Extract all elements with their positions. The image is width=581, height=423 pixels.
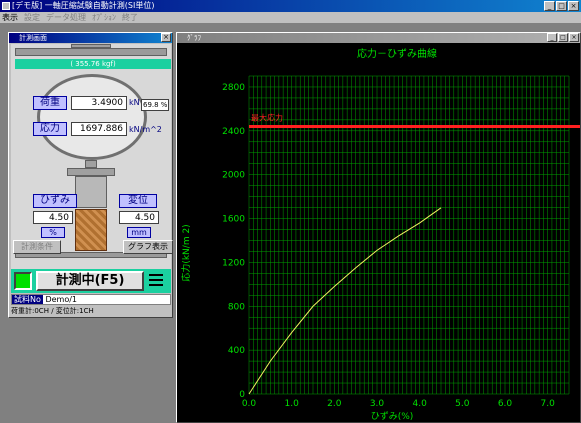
stress-label: 応力 — [33, 122, 67, 136]
sample-number-label: 試料No — [12, 295, 43, 304]
measure-window: 計測画面 × ( 355.76 kgf) 荷重 3.4900 kN 69.8 %… — [8, 32, 173, 318]
minimize-button[interactable]: _ — [544, 1, 555, 11]
y-tick-label: 2800 — [222, 83, 245, 93]
graph-minimize-button[interactable]: _ — [547, 33, 557, 42]
close-button[interactable]: × — [568, 1, 579, 11]
x-tick-label: 6.0 — [498, 399, 513, 409]
soil-specimen — [75, 209, 107, 251]
graph-window-title: ｸﾞﾗﾌ — [187, 34, 201, 42]
strain-value: 4.50 — [33, 211, 73, 224]
stress-strain-chart: 応力－ひずみ曲線 応力(kN/m 2) ひずみ(%) 0 400 800 1200 16… — [180, 47, 580, 422]
testing-machine-diagram: ( 355.76 kgf) 荷重 3.4900 kN 69.8 % 応力 169… — [11, 44, 173, 269]
app-window-buttons: _ □ × — [544, 1, 579, 11]
app-titlebar: [デモ版] 一軸圧縮試験自動計測(SI単位) _ □ × — [0, 0, 581, 12]
stress-unit: kN/m^2 — [129, 125, 162, 134]
displacement-unit: mm — [127, 227, 151, 238]
menu-item-data[interactable]: データ処理 — [46, 13, 86, 22]
menu-item-view[interactable]: 表示 — [2, 13, 18, 22]
menu-bar: 表示 設定 データ処理 ｵﾌﾟｼｮﾝ 終了 — [0, 12, 581, 23]
x-tick-label: 3.0 — [370, 399, 385, 409]
ring-bottom-rod — [85, 160, 97, 168]
strain-unit: % — [41, 227, 65, 238]
menu-item-settings[interactable]: 設定 — [24, 13, 40, 22]
y-tick-label: 2400 — [222, 127, 245, 137]
plot-area: 0 400 800 1200 1600 2000 2400 2800 0.0 1.0 2.0 3.0 4… — [222, 75, 580, 409]
crosshead-top — [15, 48, 167, 56]
load-label: 荷重 — [33, 96, 67, 110]
y-tick-label: 400 — [228, 346, 245, 356]
stress-value: 1697.886 — [71, 122, 127, 136]
hamburger-menu-icon[interactable] — [149, 274, 163, 288]
y-tick-label: 2000 — [222, 171, 245, 181]
maximize-button[interactable]: □ — [556, 1, 567, 11]
displacement-value: 4.50 — [119, 211, 159, 224]
chart-y-axis-label: 応力(kN/m 2) — [180, 224, 192, 281]
load-value: 3.4900 — [71, 96, 127, 110]
y-tick-label: 1200 — [222, 258, 245, 268]
y-tick-label: 1600 — [222, 215, 245, 225]
chart-x-axis-label: ひずみ(%) — [371, 411, 414, 422]
graph-display-button[interactable]: グラフ表示 — [123, 240, 173, 254]
measure-window-caption: 計測画面 × — [9, 33, 172, 43]
menu-item-exit[interactable]: 終了 — [122, 13, 138, 22]
measure-window-title: 計測画面 — [19, 34, 47, 42]
measure-conditions-button[interactable]: 計測条件 — [13, 240, 61, 254]
menu-item-options[interactable]: ｵﾌﾟｼｮﾝ — [92, 13, 116, 22]
chart-title: 応力－ひずみ曲線 — [357, 47, 437, 60]
load-kgf-banner: ( 355.76 kgf) — [15, 59, 171, 69]
control-bar: 計測中(F5) — [11, 269, 171, 293]
base-plate — [15, 252, 167, 258]
load-ring — [37, 74, 147, 160]
strain-label: ひずみ — [33, 194, 77, 208]
app-title: [デモ版] 一軸圧縮試験自動計測(SI単位) — [12, 1, 155, 10]
sample-number-row: 試料No Demo/1 — [11, 294, 171, 305]
stress-strain-curve — [248, 207, 442, 395]
load-unit: kN — [129, 98, 140, 107]
x-tick-label: 7.0 — [541, 399, 556, 409]
load-percent: 69.8 % — [141, 99, 170, 111]
measure-window-close-button[interactable]: × — [161, 33, 171, 42]
sample-number-value: Demo/1 — [45, 295, 77, 304]
loading-piston — [75, 176, 107, 208]
graph-maximize-button[interactable]: □ — [558, 33, 568, 42]
top-rod — [71, 44, 111, 48]
x-tick-label: 4.0 — [413, 399, 428, 409]
graph-window-caption: ｸﾞﾗﾌ _ □ × — [177, 33, 580, 43]
channel-info: 荷重計:0CH / 変位計:1CH — [11, 306, 171, 316]
x-tick-label: 1.0 — [285, 399, 300, 409]
y-tick-label: 800 — [228, 302, 245, 312]
graph-close-button[interactable]: × — [569, 33, 579, 42]
platen-top — [67, 168, 115, 176]
max-stress-label: 最大応力 — [251, 112, 283, 122]
y-tick-label: 0 — [239, 390, 245, 400]
status-indicator — [14, 272, 32, 290]
measuring-f5-button[interactable]: 計測中(F5) — [36, 271, 144, 291]
displacement-label: 変位 — [119, 194, 157, 208]
app-icon — [2, 2, 10, 10]
x-tick-label: 2.0 — [327, 399, 342, 409]
x-tick-label: 5.0 — [455, 399, 470, 409]
graph-window: ｸﾞﾗﾌ _ □ × 応力－ひずみ曲線 応力(kN/m 2) ひずみ(%) 0 4… — [176, 32, 581, 423]
x-tick-label: 0.0 — [242, 399, 257, 409]
